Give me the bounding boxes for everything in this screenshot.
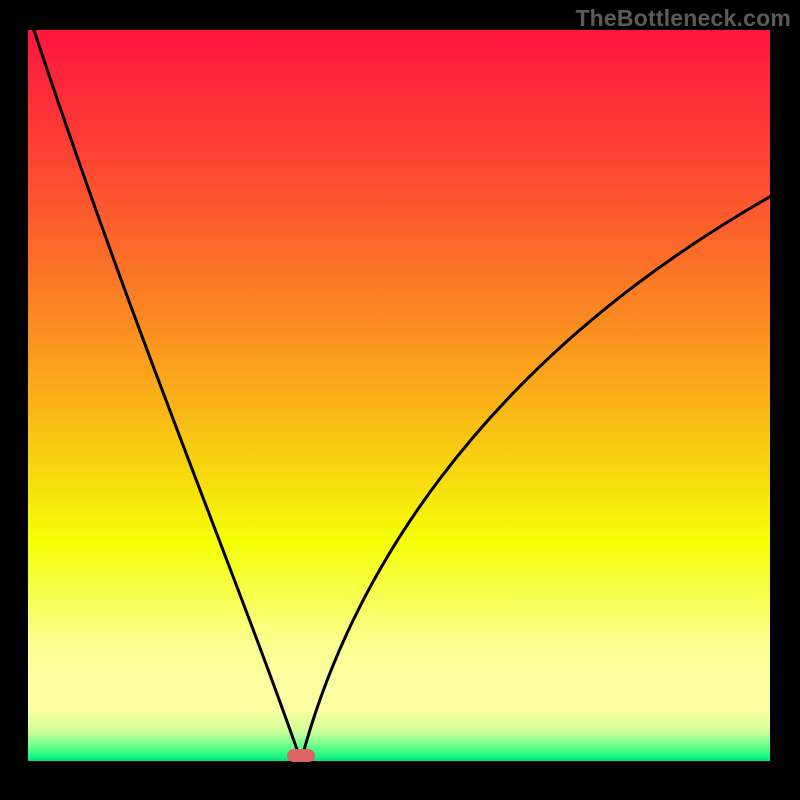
- chart-container: TheBottleneck.com: [0, 0, 800, 800]
- plot-svg: [28, 30, 770, 761]
- watermark-text: TheBottleneck.com: [575, 5, 791, 32]
- minimum-marker: [287, 749, 315, 762]
- plot-area: [28, 30, 770, 761]
